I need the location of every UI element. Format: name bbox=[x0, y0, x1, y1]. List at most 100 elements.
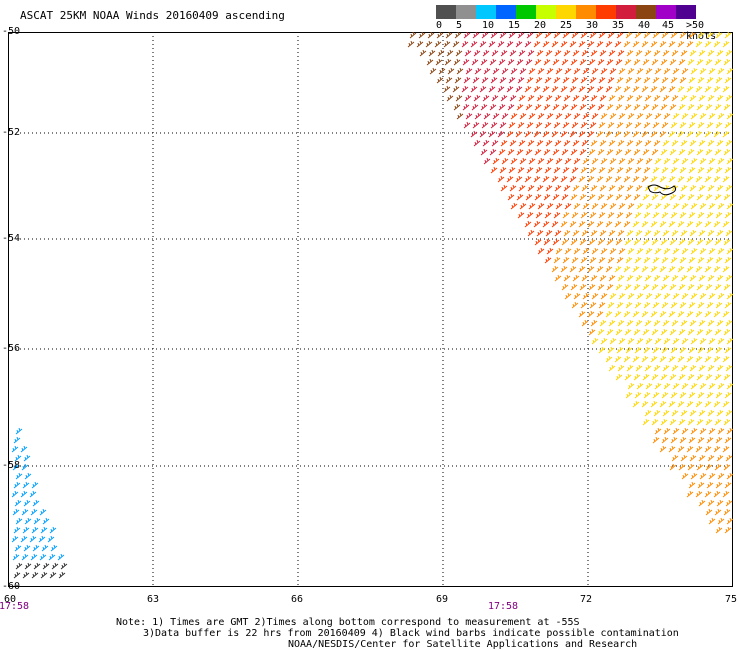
wind-barb bbox=[687, 418, 695, 426]
wind-barb bbox=[696, 193, 704, 201]
wind-barb bbox=[536, 139, 544, 147]
wind-barb bbox=[49, 571, 57, 579]
wind-barb bbox=[614, 175, 622, 183]
wind-barb bbox=[713, 85, 721, 93]
wind-barb bbox=[722, 220, 730, 228]
wind-barb bbox=[563, 184, 571, 192]
wind-barb bbox=[464, 49, 472, 57]
wind-barb bbox=[632, 265, 640, 273]
wind-barb bbox=[636, 247, 644, 255]
wind-barb bbox=[645, 67, 653, 75]
wind-barb bbox=[508, 166, 516, 174]
wind-barb bbox=[605, 265, 613, 273]
wind-barb bbox=[670, 166, 678, 174]
wind-barb bbox=[706, 76, 714, 84]
wind-barb bbox=[633, 58, 641, 66]
wind-barb bbox=[419, 49, 427, 57]
wind-barb bbox=[561, 238, 569, 246]
wind-barb bbox=[635, 184, 643, 192]
wind-barb bbox=[695, 40, 703, 48]
wind-barb bbox=[536, 184, 544, 192]
wind-barb bbox=[726, 427, 733, 435]
wind-barb bbox=[474, 67, 482, 75]
wind-barb bbox=[535, 121, 543, 129]
wind-barb bbox=[633, 103, 641, 111]
wind-barb bbox=[38, 535, 46, 543]
wind-barb bbox=[717, 472, 725, 480]
wind-barb bbox=[690, 157, 698, 165]
scale-swatch bbox=[456, 5, 476, 19]
wind-barb bbox=[561, 283, 569, 291]
wind-barb bbox=[708, 427, 716, 435]
wind-barb bbox=[641, 85, 649, 93]
y-tick-label: -52 bbox=[2, 127, 21, 138]
wind-barb bbox=[579, 148, 587, 156]
wind-barb bbox=[606, 193, 614, 201]
wind-barb bbox=[600, 337, 608, 345]
y-tick-label: -60 bbox=[2, 581, 21, 592]
wind-barb bbox=[588, 193, 596, 201]
wind-barb bbox=[499, 76, 507, 84]
wind-barb bbox=[679, 76, 687, 84]
wind-barb bbox=[669, 58, 677, 66]
wind-barb bbox=[599, 94, 607, 102]
wind-barb bbox=[606, 328, 614, 336]
wind-barb bbox=[670, 436, 678, 444]
wind-barb bbox=[462, 58, 470, 66]
wind-barb bbox=[654, 427, 662, 435]
wind-barb bbox=[587, 265, 595, 273]
wind-barb bbox=[697, 76, 705, 84]
wind-barb bbox=[587, 175, 595, 183]
wind-barb bbox=[671, 94, 679, 102]
wind-barb bbox=[615, 58, 623, 66]
wind-barb bbox=[12, 508, 20, 516]
wind-barb bbox=[708, 112, 716, 120]
wind-barb bbox=[681, 472, 689, 480]
wind-barb bbox=[705, 328, 713, 336]
wind-barb bbox=[598, 76, 606, 84]
wind-barb bbox=[642, 238, 650, 246]
wind-barb bbox=[690, 247, 698, 255]
wind-barb bbox=[463, 121, 471, 129]
wind-barb bbox=[641, 355, 649, 363]
wind-barb bbox=[533, 85, 541, 93]
wind-barb bbox=[723, 238, 731, 246]
wind-barb bbox=[717, 292, 725, 300]
wind-barb bbox=[618, 337, 626, 345]
wind-barb bbox=[660, 103, 668, 111]
wind-barb bbox=[632, 355, 640, 363]
wind-barb bbox=[464, 94, 472, 102]
wind-barb bbox=[668, 175, 676, 183]
wind-barb bbox=[24, 562, 32, 570]
wind-barb bbox=[614, 40, 622, 48]
wind-barb bbox=[689, 139, 697, 147]
wind-barb bbox=[609, 292, 617, 300]
wind-barb bbox=[564, 157, 572, 165]
scale-label-0: 0 bbox=[436, 20, 443, 31]
wind-barb bbox=[617, 49, 625, 57]
wind-barb bbox=[699, 157, 707, 165]
wind-barb bbox=[616, 121, 624, 129]
wind-barb bbox=[588, 148, 596, 156]
wind-barb bbox=[660, 373, 668, 381]
wind-barb bbox=[680, 229, 688, 237]
wind-barb bbox=[491, 94, 499, 102]
wind-barb bbox=[726, 67, 733, 75]
wind-barb bbox=[57, 553, 65, 561]
wind-barb bbox=[598, 121, 606, 129]
wind-barb bbox=[543, 103, 551, 111]
wind-barb bbox=[698, 229, 706, 237]
wind-barb bbox=[714, 103, 722, 111]
wind-barb bbox=[564, 292, 572, 300]
scale-label-25: 25 bbox=[560, 20, 573, 31]
wind-barb bbox=[606, 58, 614, 66]
wind-barb bbox=[632, 40, 640, 48]
wind-barb bbox=[578, 220, 586, 228]
wind-barb bbox=[722, 265, 730, 273]
wind-barb bbox=[651, 193, 659, 201]
wind-barb bbox=[570, 148, 578, 156]
scale-swatch bbox=[576, 5, 596, 19]
wind-barb bbox=[544, 76, 552, 84]
wind-barb bbox=[696, 418, 704, 426]
wind-barb bbox=[680, 364, 688, 372]
